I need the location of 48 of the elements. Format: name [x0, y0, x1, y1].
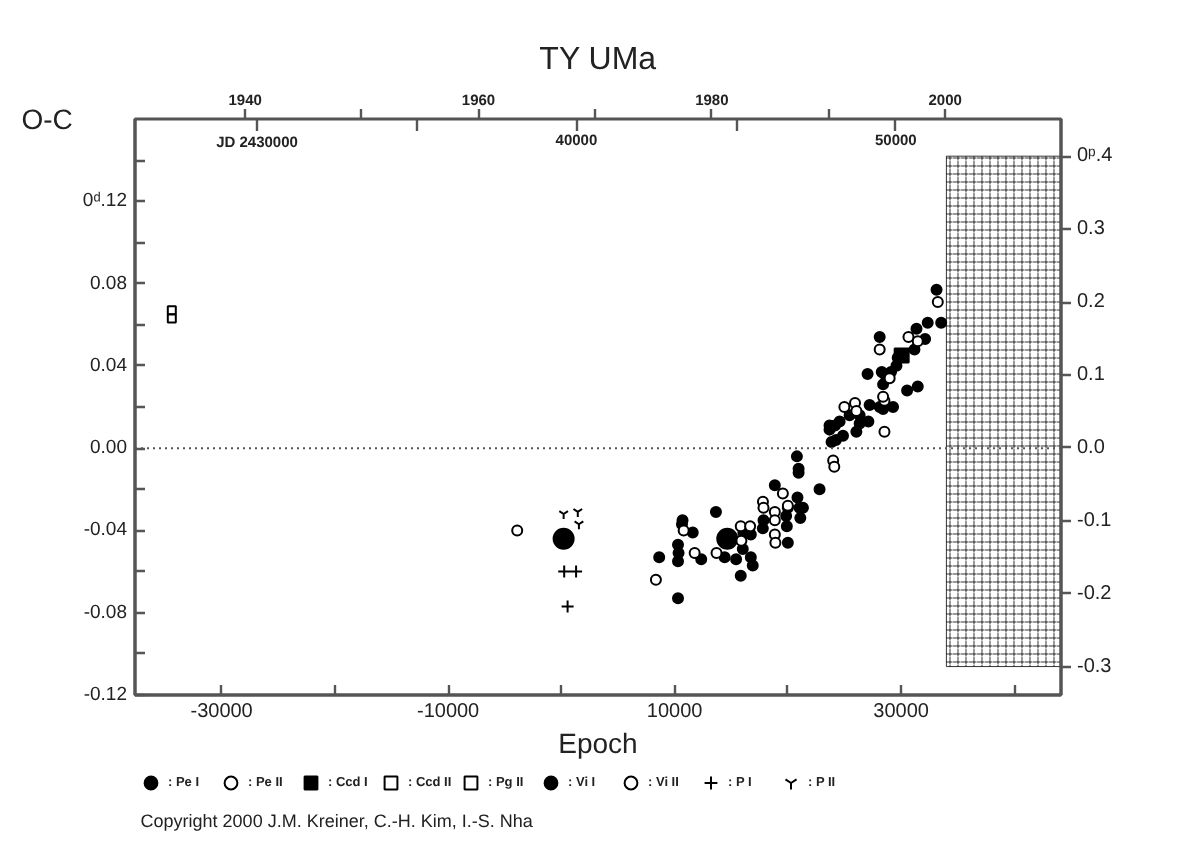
y-tick-label: -0.08 — [83, 601, 128, 624]
point — [560, 599, 575, 614]
point — [911, 335, 924, 348]
point — [552, 527, 575, 550]
point — [902, 331, 915, 344]
x-tick-label: 30000 — [873, 701, 930, 723]
point — [768, 514, 781, 527]
y-axis-title: O-C — [21, 103, 73, 135]
y2-tick-label: 0.0 — [1077, 436, 1106, 459]
point — [649, 573, 662, 586]
point — [757, 501, 770, 514]
point — [710, 547, 723, 560]
point — [716, 527, 739, 550]
point — [735, 534, 748, 547]
point — [838, 401, 851, 413]
y2-tick-label: -0.3 — [1077, 655, 1113, 678]
x-tick-label: -10000 — [416, 701, 481, 723]
point — [166, 313, 177, 324]
point — [776, 487, 789, 500]
y-tick-label: -0.12 — [83, 684, 128, 706]
point — [557, 564, 572, 579]
point — [931, 296, 944, 309]
y-tick-label: 0ᵈ.12 — [82, 190, 128, 213]
point — [569, 564, 584, 579]
y-tick-label: -0.04 — [83, 519, 128, 542]
x-axis-title: Epoch — [558, 727, 638, 759]
y2-tick-label: 0ᵖ.4 — [1077, 145, 1114, 168]
chart-title: TY UMa — [539, 43, 657, 77]
y2-tick-label: 0.3 — [1077, 218, 1106, 241]
y-tick-label: 0.08 — [90, 272, 128, 295]
x-tick-label: -30000 — [190, 701, 254, 723]
point — [166, 305, 177, 316]
y2-tick-label: 0.2 — [1077, 291, 1106, 314]
point — [873, 343, 886, 356]
point — [688, 547, 701, 560]
point — [828, 460, 841, 473]
y2-tick-label: 0.1 — [1077, 363, 1106, 386]
y2-tick-label: -0.2 — [1077, 582, 1113, 605]
text: Copyright 2000 J.M. Kreiner, C.-H. Kim, I.-S. Nha — [140, 810, 533, 831]
y-tick-label: 0.00 — [90, 437, 128, 460]
y2-tick-label: -0.1 — [1077, 509, 1113, 532]
point — [558, 510, 569, 520]
point — [511, 524, 524, 537]
point — [769, 536, 782, 549]
y-tick-label: 0.04 — [90, 354, 128, 377]
point — [878, 425, 891, 438]
point — [677, 524, 690, 537]
x-tick-label: 10000 — [646, 701, 704, 723]
